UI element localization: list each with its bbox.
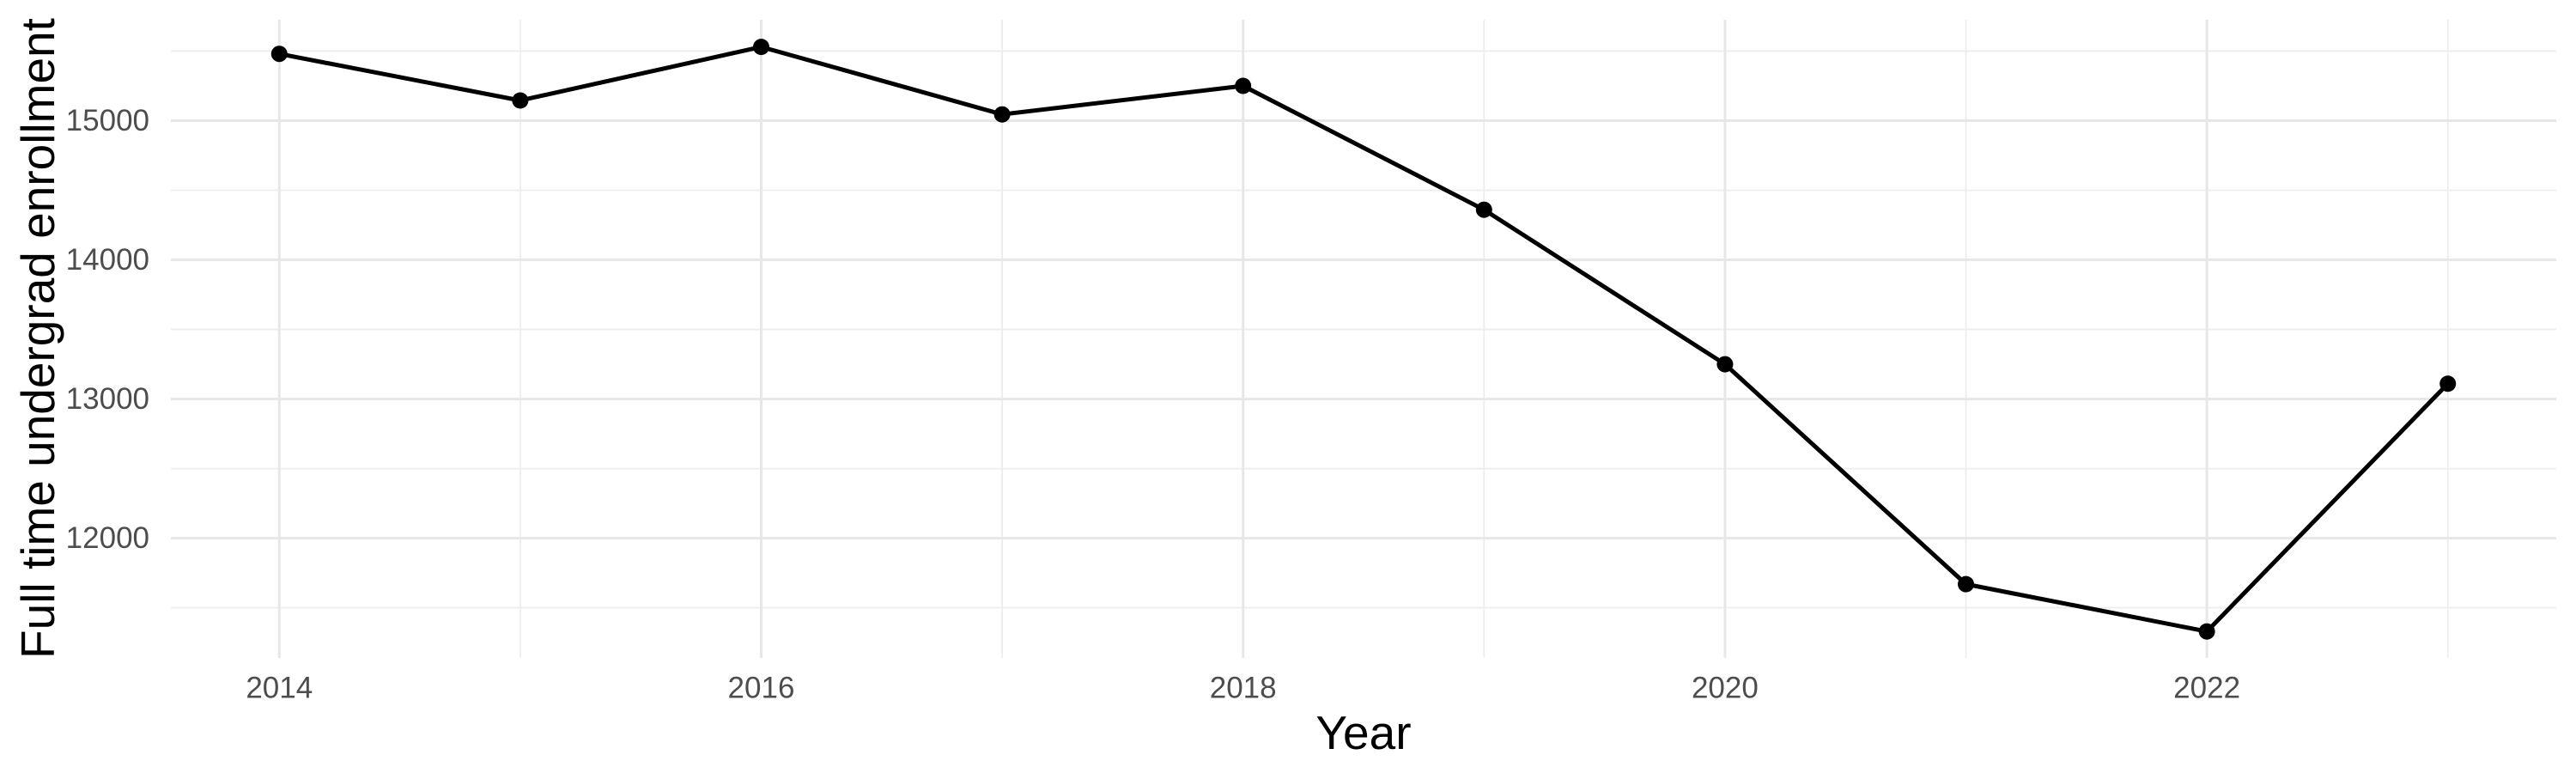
x-axis-title: Year <box>1315 706 1411 759</box>
y-tick-label: 15000 <box>66 104 149 137</box>
data-point-2023 <box>2439 375 2457 393</box>
gridlines-minor <box>171 20 2556 658</box>
gridlines-major <box>171 20 2556 658</box>
data-series-line <box>278 45 2450 634</box>
y-axis-tick-labels: 12000 13000 14000 15000 <box>66 104 149 555</box>
x-tick-label: 2014 <box>246 672 313 705</box>
x-tick-label: 2018 <box>1210 672 1277 705</box>
y-tick-label: 12000 <box>66 521 149 555</box>
data-point-2019 <box>1475 201 1492 218</box>
data-point-2017 <box>993 106 1011 123</box>
enrollment-trend-line <box>278 45 2450 634</box>
x-tick-label: 2022 <box>2173 672 2240 705</box>
x-axis-tick-labels: 2014 2016 2018 2020 2022 <box>246 672 2240 705</box>
data-series-points <box>270 39 2457 640</box>
x-tick-label: 2016 <box>728 672 795 705</box>
data-point-2021 <box>1958 575 1975 593</box>
y-tick-label: 13000 <box>66 382 149 416</box>
y-tick-label: 14000 <box>66 243 149 277</box>
data-point-2020 <box>1716 356 1734 373</box>
data-point-2015 <box>512 92 529 109</box>
y-axis-title: Full time undergrad enrollment <box>11 18 64 659</box>
data-point-2014 <box>270 46 288 63</box>
x-tick-label: 2020 <box>1692 672 1759 705</box>
data-point-2018 <box>1235 77 1252 94</box>
data-point-2016 <box>752 39 769 56</box>
data-point-2022 <box>2198 623 2215 640</box>
